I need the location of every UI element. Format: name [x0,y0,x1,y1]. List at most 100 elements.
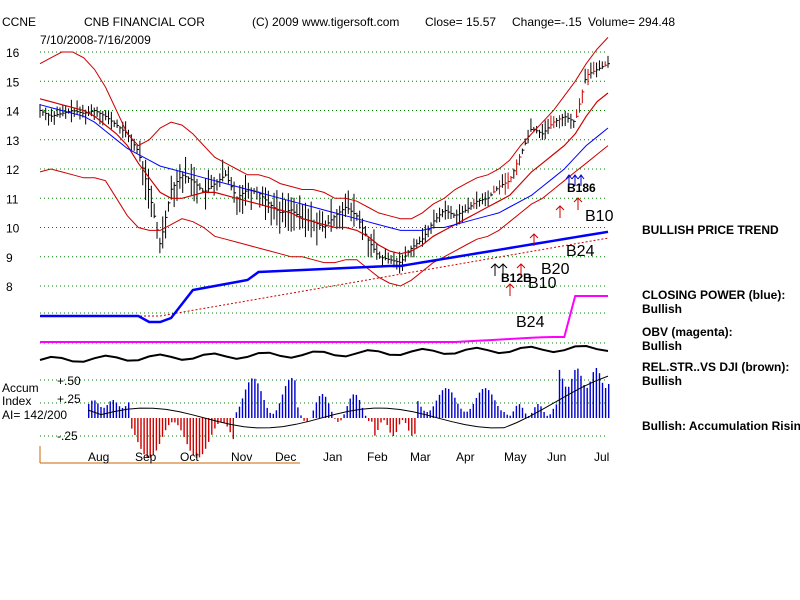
y-tick-12: 12 [6,163,20,177]
accum-bar [223,418,225,423]
accum-bar [303,418,305,421]
month-label-dec: Dec [275,450,296,464]
month-label-mar: Mar [410,450,431,464]
accum-bar [168,418,170,426]
accum-bar [491,394,493,418]
accum-bar [589,381,591,418]
accum-bar [143,418,145,455]
accum-bar [88,404,90,418]
ticker-label: CCNE [2,15,36,29]
arrow-b10-upper [573,197,583,210]
accum-bar [518,404,521,418]
accum-bar [214,418,216,429]
accum-bar [444,388,447,418]
accum-bar [411,418,413,436]
band-upper-line [39,37,609,220]
month-label-apr: Apr [456,450,475,464]
accum-bar [97,403,99,418]
signal-cluster-jun: B186 [567,181,596,195]
accum-bar [414,418,416,434]
accum-bar [140,418,142,449]
arrow-b24 [555,205,565,218]
accum-bar [100,407,102,418]
accum-bar [558,369,561,418]
accum-bar [580,375,582,418]
accum-bar [608,384,610,418]
accum-bar [235,412,238,418]
month-label-feb: Feb [367,450,388,464]
accum-bar [121,408,124,418]
accum-bar [512,411,514,418]
accum-bar [195,418,198,458]
lower-indicators [39,230,609,363]
signal-b10-upper: B10 [585,208,614,225]
ma-blue-line [39,104,609,231]
accum-bar [441,390,444,418]
y-tick-16: 16 [6,46,20,60]
accum-bar [361,407,364,418]
accum-bar [272,413,274,418]
accum-bar [355,394,358,418]
accum-bar [275,410,278,418]
accum-bar [383,418,385,421]
accum-bar [284,386,287,418]
accum-bar [118,406,121,418]
change-value: Change=-.15 [512,15,582,29]
signal-b20: B20 [541,261,570,278]
rel-str-line [39,344,609,363]
accum-bar [494,400,496,418]
month-label-oct: Oct [180,450,199,464]
accum-label-1: Accum [2,381,39,395]
accum-bar [571,378,573,418]
month-label-jun: Jun [547,450,566,464]
accum-bar [226,418,228,427]
month-label-nov: Nov [231,450,252,464]
accum-bar [515,405,518,418]
accum-bar [592,372,594,418]
accum-tick-050: +.50 [57,374,81,388]
signal-cluster-may: B12B [501,271,532,285]
accum-bar [395,418,398,433]
accum-bar [297,407,299,418]
accum-label-3: AI= 142/200 [2,408,67,422]
accum-bar [149,418,151,458]
signal-b10-lower: B10 [528,275,557,292]
company-name: CNB FINANCIAL COR [84,15,205,29]
accum-bar [343,414,345,418]
y-tick-13: 13 [6,134,20,148]
accum-bar [103,407,105,418]
accum-bar [161,418,164,437]
accum-bar [537,404,539,418]
accum-bar [349,398,351,418]
accum-bar [244,389,247,418]
accum-bar [435,400,438,418]
arrow-jun-2 [571,174,579,186]
accum-bar [337,418,339,422]
accum-bar [432,406,434,418]
accum-bar [377,418,379,430]
accum-bar [552,408,554,418]
accum-bar [568,386,570,418]
accum-bar [220,418,222,423]
accum-bar [601,382,604,418]
accum-bar [198,418,201,458]
accum-bar [281,394,284,418]
y-tick-labels: 16 15 14 13 12 11 10 9 8 [6,46,20,294]
accum-bar [534,407,536,418]
y-tick-14: 14 [6,105,20,119]
arrow-may-3 [498,263,508,276]
accum-bar [254,378,256,418]
accum-bar [164,418,167,431]
accum-bar [208,418,210,442]
accum-bar [112,400,114,418]
arrow-b20 [529,233,539,246]
accum-bar [546,415,548,418]
accum-bar [475,398,478,418]
arrow-b10-lower [516,263,526,276]
signal-arrows [490,174,585,296]
accum-bar [524,413,527,418]
accum-bar [506,414,508,418]
accum-bar [189,418,191,451]
month-label-aug: Aug [88,450,109,464]
accum-bar [509,415,511,418]
